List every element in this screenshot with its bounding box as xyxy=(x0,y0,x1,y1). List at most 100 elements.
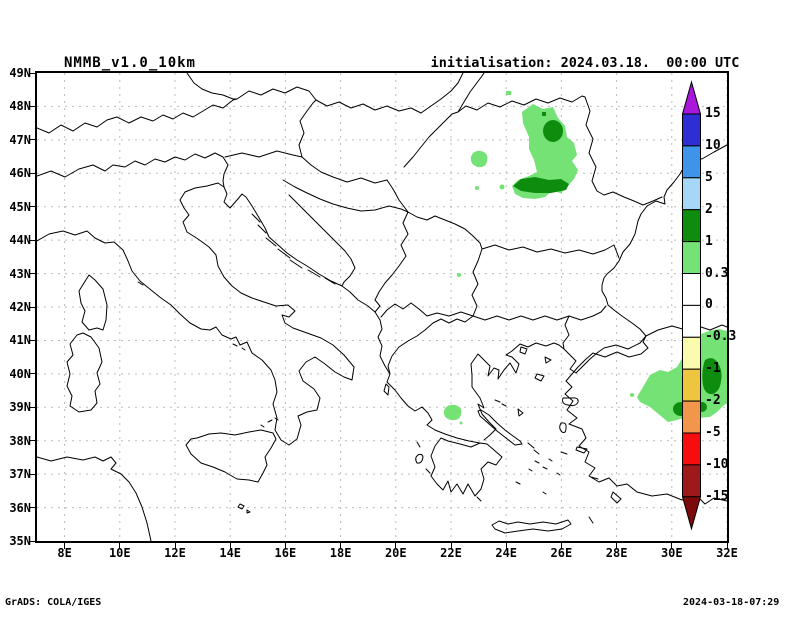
lat-tick xyxy=(29,139,35,141)
snow-speck xyxy=(457,273,461,277)
lon-tick-label: 18E xyxy=(329,546,352,560)
colorbar-segment xyxy=(682,209,701,243)
snow-speck xyxy=(499,184,505,190)
colorbar-segment xyxy=(682,273,701,306)
lat-tick-label: 35N xyxy=(9,534,31,549)
lat-tick-label: 41N xyxy=(9,333,31,348)
lat-tick xyxy=(29,406,35,408)
colorbar-boundary-label: -0.3 xyxy=(705,329,737,345)
colorbar: 15 10 5 2 1 0.3 0 -0.3 -1 -2 -5 -10 -15 xyxy=(682,80,798,538)
lon-tick-label: 26E xyxy=(550,546,573,560)
coast-turkey-aegean xyxy=(564,373,727,505)
border-alps-south xyxy=(37,152,229,188)
coast-blacksea-west xyxy=(601,144,727,337)
border-slovakia xyxy=(315,73,464,114)
border-czech xyxy=(186,73,317,101)
lat-tick xyxy=(29,373,35,375)
initialisation-time: initialisation: 2024.03.18. 00:00 UTC xyxy=(430,55,740,71)
snow-core-carpathians xyxy=(543,120,563,142)
coast-peloponnese xyxy=(430,437,503,497)
lat-tick-label: 49N xyxy=(9,66,31,80)
lon-tick-label: 24E xyxy=(495,546,518,560)
lat-tick-label: 46N xyxy=(9,166,31,181)
islands-aegean xyxy=(476,346,622,524)
snow-core-south-carpathians xyxy=(513,177,569,193)
lat-tick xyxy=(29,473,35,475)
lon-tick xyxy=(229,543,231,549)
border-alps-north xyxy=(37,98,238,134)
border-danube-east xyxy=(407,211,620,259)
colorbar-boundary-label: 5 xyxy=(705,169,713,185)
snow-speck xyxy=(459,421,463,425)
map-frame xyxy=(35,71,729,543)
lon-tick-label: 14E xyxy=(219,546,242,560)
colorbar-segment xyxy=(682,304,701,338)
coast-marmara-south xyxy=(571,335,649,375)
coast-greece-east xyxy=(470,342,565,441)
lat-tick-label: 43N xyxy=(9,266,31,281)
lat-tick xyxy=(29,206,35,208)
colorbar-boundary-label: 0.3 xyxy=(705,265,729,281)
colorbar-scale xyxy=(682,80,702,531)
colorbar-segment xyxy=(682,336,701,370)
lon-tick-label: 22E xyxy=(440,546,462,560)
colorbar-arrow xyxy=(682,80,702,115)
lat-tick-label: 42N xyxy=(9,300,31,314)
lon-tick xyxy=(616,543,618,549)
lat-tick-label: 36N xyxy=(9,500,31,515)
lon-tick xyxy=(119,543,121,549)
lon-tick-label: 28E xyxy=(605,546,628,560)
snow-core-turkey-1 xyxy=(702,358,722,395)
lon-tick xyxy=(726,543,728,549)
lat-tick xyxy=(29,440,35,442)
coast-north-africa xyxy=(37,456,152,541)
lon-tick xyxy=(560,543,562,549)
islands-tyrrhenian xyxy=(137,281,279,428)
lon-tick-label: 16E xyxy=(274,546,297,560)
lon-tick-label: 32E xyxy=(716,546,738,560)
lon-tick xyxy=(505,543,507,549)
colorbar-segment xyxy=(682,432,701,466)
lat-tick-label: 45N xyxy=(9,199,31,214)
snow-patch-transylvania xyxy=(470,150,488,168)
lon-tick xyxy=(340,543,342,549)
lon-tick-label: 30E xyxy=(660,546,683,560)
border-serbia-bulgaria xyxy=(471,248,483,317)
lat-tick-label: 44N xyxy=(9,233,31,248)
graticule xyxy=(37,73,727,541)
colorbar-segment xyxy=(682,400,701,434)
border-sava xyxy=(282,179,409,213)
colorbar-segment xyxy=(682,368,701,402)
colorbar-boundary-label: -5 xyxy=(705,425,721,440)
lat-tick xyxy=(29,507,35,509)
border-bulgaria-greece-turkey xyxy=(472,305,607,321)
lat-tick xyxy=(29,306,35,308)
colorbar-segment xyxy=(682,241,701,275)
border-croatia-bosnia xyxy=(288,194,356,287)
snow-speck xyxy=(475,186,479,190)
lat-tick xyxy=(29,273,35,275)
border-evros xyxy=(562,315,570,350)
colorbar-boundary-label: -2 xyxy=(705,393,721,409)
lat-tick xyxy=(29,339,35,341)
lat-tick-label: 47N xyxy=(9,132,31,147)
colorbar-segment xyxy=(682,464,701,498)
border-romania-ukraine xyxy=(403,95,586,168)
snow-patch-nw-greece xyxy=(443,404,462,421)
lat-tick-label: 38N xyxy=(9,433,31,448)
colorbar-boundary-label: -15 xyxy=(705,488,729,504)
colorbar-boundary-label: 15 xyxy=(705,106,721,121)
colorbar-arrow xyxy=(682,496,702,531)
colorbar-boundary-label: 10 xyxy=(705,137,721,153)
islands-adriatic xyxy=(251,213,336,285)
coast-malta xyxy=(237,503,251,514)
model-name: NMMB_v1.0_10km xyxy=(63,55,196,71)
coast-sicily xyxy=(185,429,277,483)
lat-tick xyxy=(29,72,35,74)
plot-timestamp: 2024-03-18-07:29 xyxy=(683,597,780,608)
colorbar-boundary-label: -1 xyxy=(705,361,721,377)
snow-speck xyxy=(506,91,511,95)
border-austria-hungary xyxy=(298,99,317,158)
lon-tick-label: 8E xyxy=(57,546,72,560)
